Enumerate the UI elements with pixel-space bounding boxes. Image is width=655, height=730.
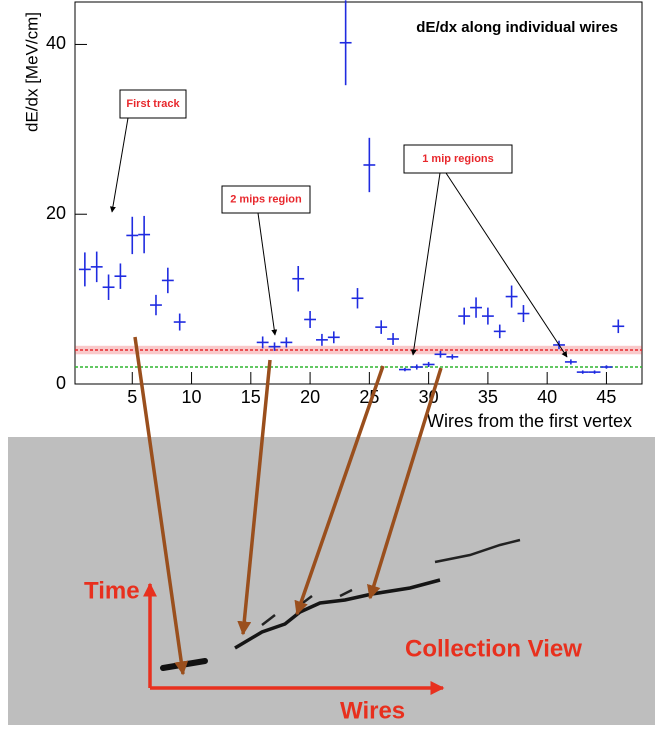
x-tick-label: 45	[596, 387, 616, 407]
plot-frame	[74, 1, 643, 385]
link-arrow	[294, 365, 385, 616]
annotation-box	[119, 89, 187, 119]
y-tick-label: 20	[46, 203, 66, 223]
track	[434, 538, 521, 564]
annotation-arrow	[109, 117, 129, 213]
annotation: 1 mip regions	[422, 153, 494, 165]
x-tick-label: 15	[241, 387, 261, 407]
image-label: Collection View	[405, 635, 582, 662]
x-axis-label: Wires from the first vertex	[427, 411, 632, 431]
link-arrow	[367, 367, 443, 600]
reference-band	[75, 345, 642, 355]
y-axis-label: dE/dx [MeV/cm]	[22, 12, 41, 132]
annotation-box	[221, 185, 311, 214]
image-label: Time	[84, 577, 140, 604]
link-arrow	[237, 359, 272, 636]
y-tick-label: 0	[56, 373, 66, 393]
chart-title: dE/dx along individual wires	[416, 19, 618, 36]
x-tick-label: 10	[182, 387, 202, 407]
annotation: First track	[126, 98, 180, 110]
x-tick-label: 20	[300, 387, 320, 407]
annotation-arrow	[257, 212, 278, 336]
annotation-box	[403, 144, 513, 174]
annotation-arrow	[410, 172, 441, 356]
track	[234, 578, 441, 650]
y-tick-label: 40	[46, 33, 66, 53]
x-tick-label: 35	[478, 387, 498, 407]
annotation: 2 mips region	[230, 193, 302, 205]
detector-image	[8, 437, 655, 725]
x-tick-label: 5	[127, 387, 137, 407]
x-tick-label: 40	[537, 387, 557, 407]
link-arrow	[133, 336, 189, 676]
image-label: Wires	[340, 697, 405, 724]
annotation-arrow	[445, 172, 568, 358]
